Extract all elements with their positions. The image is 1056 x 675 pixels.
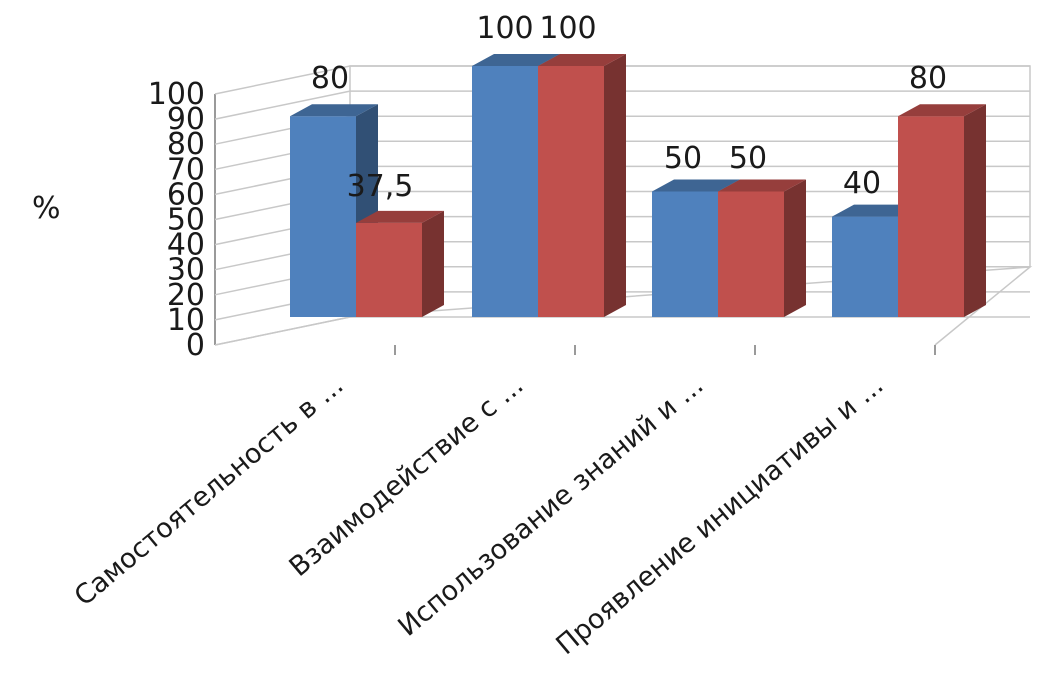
bar-side [422, 210, 444, 317]
y-tick-label: 80 [167, 127, 205, 162]
y-tick-label: 100 [148, 77, 205, 112]
bar [538, 54, 626, 317]
data-label: 37,5 [347, 169, 414, 204]
bar [898, 104, 986, 317]
bars [290, 54, 986, 317]
data-labels: 80 37,5 100 100 50 50 40 80 [311, 11, 947, 204]
bar-front [290, 116, 356, 317]
gridline-side [214, 90, 351, 120]
bar-side [964, 104, 986, 317]
data-label: 80 [311, 61, 349, 96]
bar-side [784, 179, 806, 317]
data-label: 50 [664, 141, 702, 176]
gridline-side [214, 65, 351, 95]
y-tick-label: 60 [167, 177, 205, 212]
y-tick-label: 20 [167, 278, 205, 313]
bar-front [898, 116, 964, 317]
bar-front [718, 191, 784, 317]
data-label: 100 [476, 11, 533, 46]
bar [356, 210, 444, 317]
bar-top [538, 54, 626, 66]
bar-side [604, 54, 626, 317]
y-tick-label: 70 [167, 152, 205, 187]
y-tick-label: 50 [167, 203, 205, 238]
y-tick-label: 30 [167, 253, 205, 288]
x-category-label: Проявление инициативы и ... [550, 370, 889, 662]
data-label: 40 [843, 166, 881, 201]
bar-front [472, 66, 538, 317]
gridline-side [214, 316, 351, 346]
bar-front [652, 191, 718, 317]
bar-top [356, 210, 444, 223]
bar-top [472, 54, 560, 66]
bar [718, 179, 806, 317]
bar-top [898, 104, 986, 117]
y-tick-label: 40 [167, 228, 205, 263]
bar-front [832, 216, 898, 317]
bar-front [356, 222, 422, 317]
data-label: 50 [729, 141, 767, 176]
bar-top [290, 104, 378, 117]
bar-top [718, 179, 806, 192]
data-label: 100 [539, 11, 596, 46]
data-label: 80 [909, 61, 947, 96]
bar-top [652, 179, 740, 192]
y-tick-label: 90 [167, 102, 205, 137]
category-labels: Самостоятельность в ...Взаимодействие с … [69, 370, 890, 662]
y-tick-label: 0 [186, 328, 205, 363]
x-category-label: Использование знаний и ... [392, 370, 709, 643]
bar-front [538, 66, 604, 317]
y-axis-label: % [32, 191, 61, 226]
y-tick-label: 10 [167, 303, 205, 338]
